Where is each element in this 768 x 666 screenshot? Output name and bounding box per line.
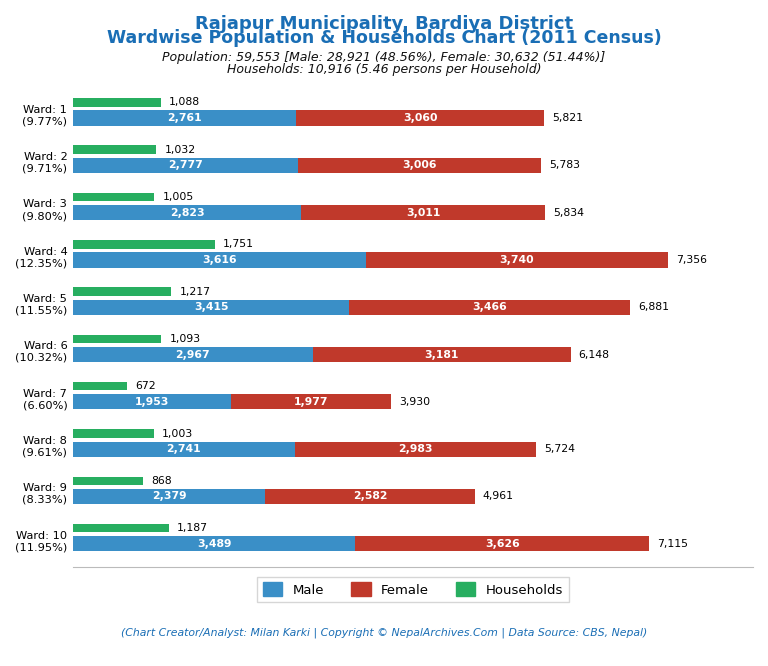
Bar bbox=[73, 287, 171, 296]
Bar bbox=[73, 158, 298, 173]
Bar bbox=[298, 158, 541, 173]
Bar bbox=[73, 347, 313, 362]
Bar bbox=[73, 489, 266, 504]
Text: 868: 868 bbox=[151, 476, 172, 486]
Bar bbox=[73, 145, 157, 154]
Text: 5,834: 5,834 bbox=[553, 208, 584, 218]
Bar bbox=[73, 335, 161, 343]
Bar bbox=[73, 192, 154, 201]
Text: 7,115: 7,115 bbox=[657, 539, 688, 549]
Bar bbox=[73, 98, 161, 107]
Bar bbox=[73, 536, 356, 551]
Bar bbox=[295, 442, 536, 457]
Text: 3,415: 3,415 bbox=[194, 302, 228, 312]
Bar bbox=[73, 240, 214, 248]
Text: 1,032: 1,032 bbox=[164, 145, 196, 155]
Text: Rajapur Municipality, Bardiya District: Rajapur Municipality, Bardiya District bbox=[195, 15, 573, 33]
Text: 2,761: 2,761 bbox=[167, 113, 202, 123]
Bar bbox=[296, 111, 545, 126]
Text: Households: 10,916 (5.46 persons per Household): Households: 10,916 (5.46 persons per Hou… bbox=[227, 63, 541, 76]
Bar bbox=[73, 252, 366, 268]
Text: 1,088: 1,088 bbox=[169, 97, 200, 107]
Text: Wardwise Population & Households Chart (2011 Census): Wardwise Population & Households Chart (… bbox=[107, 29, 661, 47]
Text: 2,967: 2,967 bbox=[176, 350, 210, 360]
Text: 2,741: 2,741 bbox=[167, 444, 201, 454]
Text: 3,060: 3,060 bbox=[403, 113, 438, 123]
Text: 5,724: 5,724 bbox=[545, 444, 575, 454]
Text: 1,093: 1,093 bbox=[170, 334, 200, 344]
Bar bbox=[231, 394, 391, 410]
Text: 2,823: 2,823 bbox=[170, 208, 204, 218]
Bar bbox=[73, 394, 231, 410]
Text: 1,751: 1,751 bbox=[223, 239, 253, 249]
Bar bbox=[73, 442, 295, 457]
Text: 5,783: 5,783 bbox=[549, 161, 580, 170]
Text: 1,187: 1,187 bbox=[177, 523, 208, 533]
Bar bbox=[73, 524, 169, 532]
Text: (Chart Creator/Analyst: Milan Karki | Copyright © NepalArchives.Com | Data Sourc: (Chart Creator/Analyst: Milan Karki | Co… bbox=[121, 627, 647, 638]
Bar bbox=[356, 536, 649, 551]
Bar bbox=[73, 205, 301, 220]
Text: 4,961: 4,961 bbox=[482, 492, 514, 501]
Text: 1,003: 1,003 bbox=[162, 428, 194, 438]
Text: 3,740: 3,740 bbox=[500, 255, 535, 265]
Text: 7,356: 7,356 bbox=[677, 255, 707, 265]
Text: Population: 59,553 [Male: 28,921 (48.56%), Female: 30,632 (51.44%)]: Population: 59,553 [Male: 28,921 (48.56%… bbox=[162, 51, 606, 64]
Text: 3,011: 3,011 bbox=[406, 208, 441, 218]
Text: 1,953: 1,953 bbox=[134, 397, 169, 407]
Text: 3,616: 3,616 bbox=[202, 255, 237, 265]
Text: 1,005: 1,005 bbox=[162, 192, 194, 202]
Bar bbox=[73, 430, 154, 438]
Text: 2,582: 2,582 bbox=[353, 492, 387, 501]
Bar bbox=[73, 382, 127, 390]
Bar bbox=[313, 347, 571, 362]
Text: 672: 672 bbox=[135, 381, 156, 391]
Text: 3,181: 3,181 bbox=[425, 350, 459, 360]
Text: 2,983: 2,983 bbox=[399, 444, 433, 454]
Text: 2,379: 2,379 bbox=[152, 492, 187, 501]
Text: 1,217: 1,217 bbox=[180, 286, 210, 296]
Bar bbox=[301, 205, 545, 220]
Text: 3,626: 3,626 bbox=[485, 539, 519, 549]
Text: 1,977: 1,977 bbox=[293, 397, 328, 407]
Bar bbox=[366, 252, 668, 268]
Text: 3,930: 3,930 bbox=[399, 397, 430, 407]
Text: 3,006: 3,006 bbox=[402, 161, 437, 170]
Bar bbox=[349, 300, 630, 315]
Text: 5,821: 5,821 bbox=[552, 113, 583, 123]
Text: 6,881: 6,881 bbox=[638, 302, 669, 312]
Bar bbox=[73, 477, 143, 485]
Bar bbox=[73, 300, 349, 315]
Text: 2,777: 2,777 bbox=[168, 161, 203, 170]
Legend: Male, Female, Households: Male, Female, Households bbox=[257, 577, 568, 602]
Text: 6,148: 6,148 bbox=[579, 350, 610, 360]
Bar bbox=[73, 111, 296, 126]
Text: 3,466: 3,466 bbox=[472, 302, 507, 312]
Text: 3,489: 3,489 bbox=[197, 539, 231, 549]
Bar bbox=[266, 489, 475, 504]
